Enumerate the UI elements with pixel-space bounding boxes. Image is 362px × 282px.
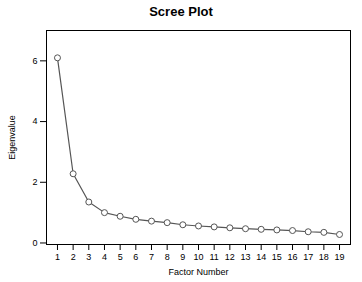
svg-text:16: 16 bbox=[288, 252, 298, 262]
svg-text:15: 15 bbox=[272, 252, 282, 262]
svg-text:4: 4 bbox=[102, 252, 107, 262]
svg-text:0: 0 bbox=[32, 238, 37, 248]
svg-text:6: 6 bbox=[133, 252, 138, 262]
svg-text:5: 5 bbox=[118, 252, 123, 262]
svg-text:2: 2 bbox=[32, 177, 37, 187]
svg-text:11: 11 bbox=[209, 252, 218, 262]
svg-text:10: 10 bbox=[193, 252, 203, 262]
svg-text:3: 3 bbox=[86, 252, 91, 262]
svg-text:7: 7 bbox=[149, 252, 154, 262]
svg-text:4: 4 bbox=[32, 116, 37, 126]
svg-text:14: 14 bbox=[256, 252, 266, 262]
html-text:Scree Plot: Scree Plot bbox=[149, 4, 213, 19]
svg-text:19: 19 bbox=[335, 252, 345, 262]
svg-text:8: 8 bbox=[165, 252, 170, 262]
svg-text:9: 9 bbox=[180, 252, 185, 262]
svg-text:1: 1 bbox=[55, 252, 60, 262]
svg-text:18: 18 bbox=[319, 252, 329, 262]
svg-text:6: 6 bbox=[32, 56, 37, 66]
svg-text:13: 13 bbox=[241, 252, 251, 262]
svg-text:Factor Number: Factor Number bbox=[168, 267, 228, 277]
svg-text:17: 17 bbox=[303, 252, 313, 262]
svg-text:2: 2 bbox=[71, 252, 76, 262]
svg-text:Eigenvalue: Eigenvalue bbox=[7, 115, 17, 160]
svg-text:12: 12 bbox=[225, 252, 235, 262]
